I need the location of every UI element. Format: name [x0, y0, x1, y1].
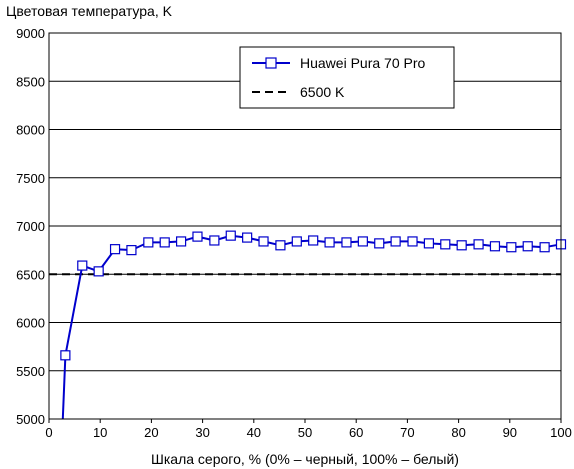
data-point — [209, 235, 220, 246]
x-tick-label: 90 — [503, 425, 517, 440]
data-point — [489, 241, 501, 252]
y-tick-label: 6500 — [16, 267, 45, 282]
data-point — [407, 236, 418, 247]
x-tick-label: 10 — [93, 425, 107, 440]
data-point — [159, 237, 170, 248]
data-point — [275, 240, 286, 251]
x-tick-label: 100 — [550, 425, 572, 440]
y-tick-label: 5000 — [16, 412, 45, 427]
data-point — [357, 236, 368, 247]
y-tick-label: 6000 — [16, 316, 45, 331]
y-tick-label: 7500 — [16, 171, 45, 186]
data-point — [77, 260, 88, 271]
x-axis-title: Шкала серого, % (0% – черный, 100% – бел… — [151, 451, 459, 467]
x-tick-label: 40 — [247, 425, 261, 440]
y-axis-title: Цветовая температура, K — [6, 3, 173, 19]
y-tick-labels: 5000 5500 6000 6500 7000 7500 8000 8500 9000 — [16, 26, 45, 427]
x-tick-label: 0 — [45, 425, 52, 440]
data-point — [258, 236, 269, 247]
data-point — [341, 237, 352, 248]
x-tick-label: 50 — [298, 425, 312, 440]
data-point — [324, 237, 335, 248]
y-tick-label: 8500 — [16, 74, 45, 89]
x-tick-label: 20 — [144, 425, 158, 440]
legend-series-marker — [265, 57, 277, 69]
data-point — [109, 244, 121, 255]
data-point — [423, 238, 435, 249]
y-tick-label: 5500 — [16, 364, 45, 379]
y-tick-label: 8000 — [16, 123, 45, 138]
data-point — [175, 236, 187, 247]
data-point — [291, 236, 302, 247]
data-point — [456, 240, 467, 251]
data-point — [242, 232, 253, 243]
data-point — [308, 235, 319, 246]
data-point — [60, 350, 71, 361]
data-point — [126, 245, 137, 256]
data-point — [192, 231, 203, 242]
grid — [49, 80, 561, 372]
x-tick-label: 30 — [195, 425, 209, 440]
data-point — [473, 239, 484, 250]
plot-frame — [48, 32, 562, 420]
legend-box — [239, 46, 455, 109]
legend-ref-label: 6500 K — [300, 84, 345, 100]
data-point — [506, 242, 517, 253]
data-point — [93, 266, 104, 277]
y-tick-label: 7000 — [16, 219, 45, 234]
data-point — [374, 238, 385, 249]
x-tick-label: 60 — [349, 425, 363, 440]
x-tick-label: 70 — [400, 425, 414, 440]
data-point — [440, 239, 451, 250]
x-tick-label: 80 — [451, 425, 465, 440]
data-point — [225, 230, 236, 241]
data-point — [390, 236, 401, 247]
y-tick-label: 9000 — [16, 26, 45, 41]
data-point — [143, 237, 154, 248]
legend: Huawei Pura 70 Pro 6500 K — [239, 46, 455, 109]
series-line — [61, 234, 562, 420]
legend-series-label: Huawei Pura 70 Pro — [300, 55, 426, 71]
x-tick-labels: 0 10 20 30 40 50 60 70 80 90 100 — [45, 419, 572, 440]
data-point — [522, 241, 533, 252]
data-point — [539, 242, 550, 253]
series-group — [60, 230, 567, 420]
